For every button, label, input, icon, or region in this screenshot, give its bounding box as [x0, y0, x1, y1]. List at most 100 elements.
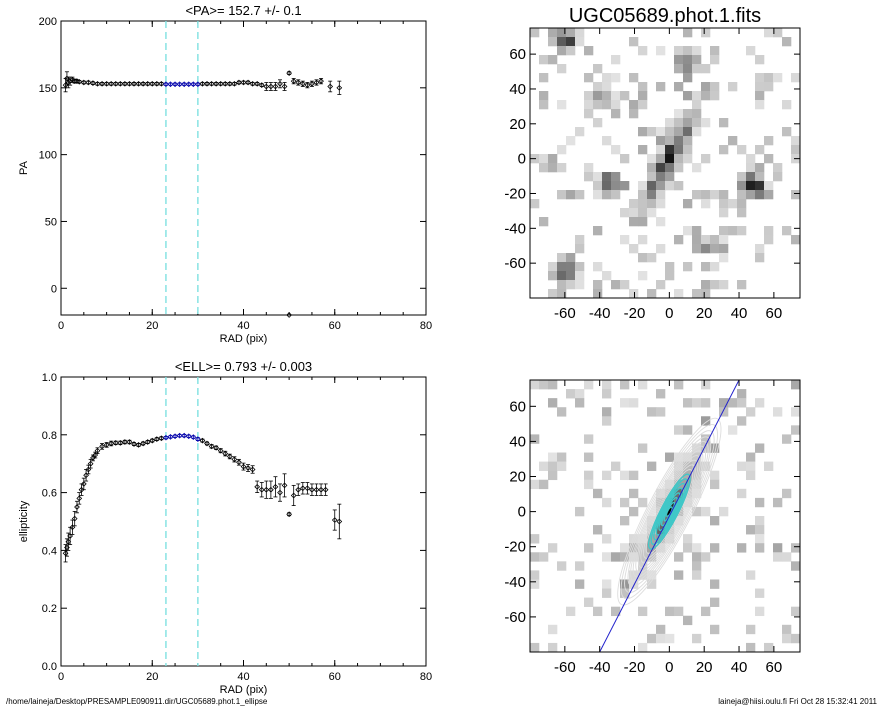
img3-xtick-label: 20	[696, 659, 713, 676]
img3-ytick-label: 40	[509, 433, 526, 450]
p0-point	[295, 79, 302, 86]
img2-pixel	[782, 127, 792, 137]
img3-pixel	[602, 534, 612, 544]
img2-pixel	[710, 91, 720, 101]
img2-pixel	[656, 163, 666, 173]
img2-pixel	[656, 154, 666, 164]
img3-pixel	[620, 543, 630, 553]
img3-pixel	[746, 407, 756, 417]
p1-xlabel: RAD (pix)	[220, 684, 268, 696]
img2-pixel	[683, 73, 693, 83]
img2-pixel	[584, 73, 594, 83]
p1-point	[185, 433, 192, 440]
img3-pixel	[755, 516, 765, 526]
img3-pixel	[629, 488, 639, 499]
img2-pixel	[665, 145, 675, 155]
p1-point	[64, 544, 70, 551]
img2-pixel	[602, 100, 612, 110]
img3-pixel	[674, 470, 684, 481]
img3-pixel	[791, 425, 801, 435]
p0-outlier-point	[286, 312, 292, 318]
img3-pixel	[782, 552, 792, 562]
img3-pixel	[656, 624, 666, 635]
img2-pixel	[593, 262, 603, 272]
p1-xtick-label: 0	[58, 671, 64, 683]
img2-pixel	[620, 280, 630, 290]
img2-pixel	[683, 136, 693, 146]
p1-point	[231, 456, 238, 463]
p0-point	[336, 84, 343, 91]
img3-pixel	[638, 443, 648, 453]
img2-pixel	[719, 244, 729, 254]
img3-pixel	[683, 461, 693, 471]
img2-pixel	[692, 163, 702, 173]
img2-pixel	[692, 109, 702, 119]
img3-pixel	[566, 606, 576, 617]
img2-pixel	[656, 172, 666, 182]
p1-point	[163, 434, 169, 441]
img3-pixel	[629, 570, 639, 580]
img2-pixel	[602, 271, 612, 281]
img3-pixel	[674, 606, 684, 617]
img2-pixel	[638, 271, 648, 281]
img2-pixel	[791, 190, 801, 200]
p1-point	[208, 443, 215, 450]
p0-point	[318, 78, 324, 85]
img3-pixel	[665, 452, 675, 462]
p1-point	[290, 492, 297, 499]
p0-xtick-label: 80	[420, 320, 432, 332]
img2-pixel	[638, 127, 648, 137]
img2-pixel	[755, 244, 765, 254]
p1-point	[213, 444, 219, 451]
img3-contour-ellipse	[645, 469, 694, 555]
p0-point	[286, 70, 292, 76]
img2-pixel	[638, 253, 648, 263]
p1-point	[85, 466, 92, 473]
p1-point	[126, 439, 133, 445]
p1-title: <ELL>= 0.793 +/- 0.003	[175, 359, 312, 374]
img2-pixel	[611, 91, 621, 101]
img2-pixel	[557, 100, 567, 110]
img3-pixel	[548, 543, 558, 553]
img2-pixel	[557, 262, 567, 272]
img3-pixel	[557, 461, 567, 471]
img2-pixel	[638, 217, 648, 227]
p1-ylabel: ellipticity	[18, 500, 30, 542]
img2-xtick-label: 40	[731, 305, 748, 322]
img3-pixel	[584, 543, 594, 553]
p0-point	[299, 80, 306, 87]
img2-pixel	[701, 235, 711, 245]
img3-pixel	[584, 597, 594, 607]
img2-pixel	[593, 289, 603, 299]
p0-xtick-label: 40	[237, 320, 249, 332]
p0-point	[277, 80, 283, 87]
p0-ytick-label: 50	[45, 216, 57, 228]
img3-pixel	[548, 470, 558, 481]
img3-pixel	[593, 606, 603, 617]
img3-pixel	[701, 416, 711, 426]
img3-pixel	[701, 506, 711, 517]
img2-pixel	[755, 100, 765, 110]
img2-pixel	[575, 235, 585, 245]
img2-pixel	[674, 82, 684, 92]
img2-pixel	[575, 37, 585, 47]
img2-pixel	[584, 91, 594, 101]
p1-point	[331, 517, 338, 523]
img3-pixel	[602, 380, 612, 390]
img2-pixel	[548, 271, 558, 281]
img2-pixel	[764, 181, 774, 191]
img2-pixel	[719, 118, 729, 128]
img2-pixel	[629, 199, 639, 209]
p0-title: <PA>= 152.7 +/- 0.1	[185, 3, 301, 18]
img2-pixel	[665, 262, 675, 272]
img2-pixel	[701, 82, 711, 92]
img2-pixel	[674, 118, 684, 128]
p1-point	[153, 436, 160, 443]
img2-pixel	[674, 235, 684, 245]
img3-pixel	[620, 470, 630, 481]
img2-pixel	[791, 145, 801, 155]
img2-pixel	[719, 253, 729, 263]
img3-xtick-label: 0	[665, 659, 673, 676]
p0-point	[90, 80, 96, 87]
img2-pixel	[692, 244, 702, 254]
